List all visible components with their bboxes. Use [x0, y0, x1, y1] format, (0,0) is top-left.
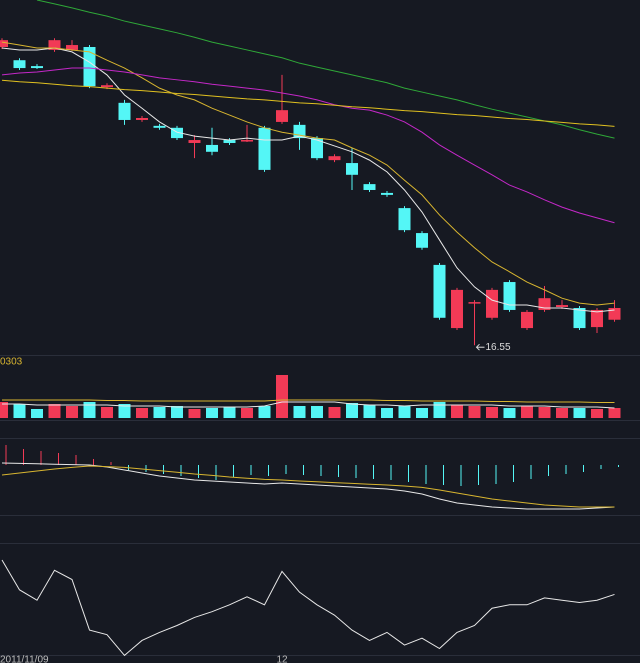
candle-body [83, 47, 96, 87]
volume-bar [451, 405, 463, 418]
volume-bar [433, 402, 446, 418]
candle-body [538, 298, 551, 310]
volume-bar [101, 407, 113, 418]
candle-body [608, 307, 621, 320]
volume-bar [276, 375, 288, 418]
candle-body [451, 289, 463, 329]
candle-body [311, 138, 323, 159]
volume-bar [398, 406, 411, 418]
volume-bar [486, 407, 498, 418]
low-arrow-head [475, 343, 480, 351]
indicator-line [2, 399, 615, 403]
volume-bar [241, 408, 253, 418]
candle-body [468, 302, 481, 304]
candle-body [328, 156, 341, 161]
candle-body [136, 118, 148, 120]
volume-bar [153, 407, 166, 418]
volume-bar [328, 407, 341, 418]
volume-bar [503, 408, 516, 418]
candle-body [381, 192, 393, 195]
candle-body [66, 45, 78, 50]
candle-body [188, 140, 201, 143]
candle-body [31, 66, 43, 69]
low-label: 16.55 [486, 342, 511, 353]
candle-body [13, 60, 26, 69]
volume-bar [13, 404, 26, 418]
candle-body [398, 208, 411, 231]
indicator-line [2, 401, 615, 409]
indicator-line [1, 79, 615, 127]
volume-bar [66, 406, 78, 418]
candle-body [521, 311, 533, 329]
volume-bar [346, 403, 358, 418]
indicator-line [1, 465, 615, 508]
indicator-line [1, 41, 615, 306]
candle-body [171, 127, 183, 139]
volume-bar [573, 408, 586, 418]
volume-bar [118, 404, 131, 418]
candle-body [346, 163, 358, 175]
volume-bar [258, 406, 271, 418]
x-tick-label: 12 [276, 655, 288, 663]
volume-bar [381, 408, 393, 418]
candle-body [118, 102, 131, 120]
volume-bar [83, 402, 96, 418]
volume-bar [608, 408, 621, 418]
volume-bar [556, 408, 568, 418]
indicator-line [36, 0, 615, 139]
volume-bar [0, 402, 8, 418]
candle-body [206, 144, 218, 152]
candle-body [433, 264, 446, 318]
candle-body [258, 127, 271, 170]
volume-bar [188, 409, 201, 418]
volume-bar [521, 406, 533, 418]
volume-bar [206, 408, 218, 418]
volume-bar [311, 406, 323, 418]
volume-bar [293, 406, 306, 418]
volume-bar [416, 408, 428, 418]
candle-body [556, 305, 568, 308]
volume-bar [538, 407, 551, 418]
candle-body [241, 140, 253, 142]
volume-bar [48, 404, 61, 418]
volume-bar [171, 406, 183, 418]
candle-body [591, 309, 603, 328]
volume-bar [468, 406, 481, 418]
candle-body [503, 282, 516, 310]
volume-bar [31, 409, 43, 418]
volume-bar [363, 405, 376, 418]
indicator-line [1, 67, 615, 224]
candle-body [0, 40, 8, 48]
volume-bar [591, 409, 603, 418]
volume-bar [223, 407, 236, 418]
candle-body [153, 125, 166, 128]
candle-body [276, 110, 288, 122]
candle-body [223, 140, 236, 143]
candle-body [486, 289, 498, 318]
volume-title: 0303 [0, 357, 23, 368]
candle-body [101, 85, 113, 88]
indicator-line [1, 47, 615, 313]
x-tick-label: 2011/11/09 [0, 655, 49, 663]
candle-body [416, 233, 428, 248]
volume-bar [136, 408, 148, 418]
candle-body [48, 40, 61, 50]
indicator-line [1, 559, 615, 657]
candle-body [363, 184, 376, 190]
candle-body [573, 307, 586, 329]
